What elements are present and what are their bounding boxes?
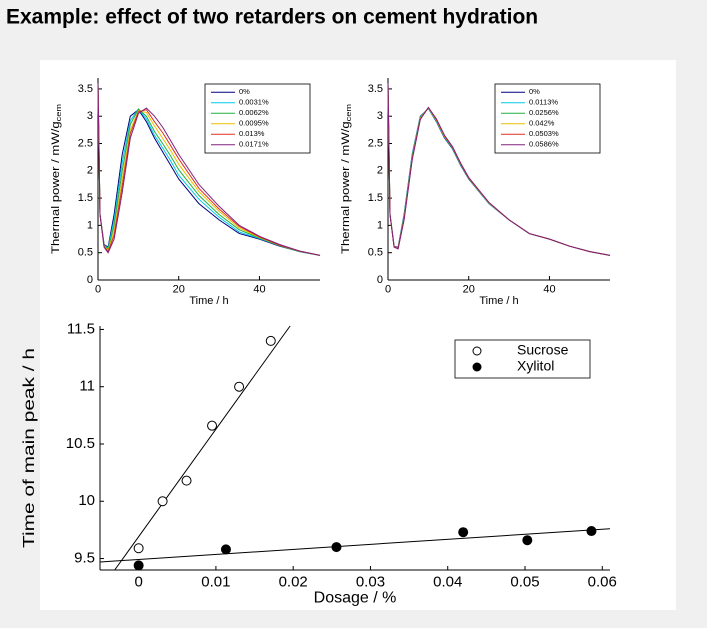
data-point [331,542,342,553]
legend-label: 0.0062% [239,108,269,117]
y-tick-label: 1.5 [368,192,383,204]
data-point [265,335,276,346]
y-tick-label: 3.5 [368,83,383,95]
x-axis-label: Time / h [479,295,518,307]
legend-swatch [472,362,482,372]
x-tick-label: 0.04 [433,574,462,591]
data-point [181,475,192,486]
legend-label: 0.0171% [239,140,269,149]
y-tick-label: 3 [377,110,383,122]
x-tick-label: 0.02 [279,574,308,591]
data-point [133,543,144,554]
legend-label: Xylitol [517,358,554,374]
x-tick-label: 0 [385,283,391,295]
x-tick-label: 40 [253,283,265,295]
y-tick-label: 9.5 [74,550,95,567]
legend-box [494,83,601,154]
data-point [133,560,144,571]
y-tick-label: 3.5 [78,83,93,95]
y-tick-label: 2.5 [368,137,383,149]
y-tick-label: 1 [87,219,93,231]
y-tick-label: 1.5 [78,192,93,204]
x-tick-label: 40 [543,283,555,295]
data-point [220,544,231,555]
x-axis-label: Time / h [189,295,228,307]
y-tick-label: 2 [87,165,93,177]
legend-label: 0.0586% [529,140,559,149]
x-tick-label: 0.01 [201,574,230,591]
y-tick-label: 10.5 [66,435,95,452]
trend-line [99,528,611,563]
y-tick-label: 0.5 [78,247,93,259]
data-point [207,420,218,431]
legend-label: 0.0113% [529,98,558,107]
y-axis-label-main: Thermal power / mW/g [340,121,352,254]
y-axis-label: Thermal power / mW/gcem [50,104,63,254]
legend-label: 0.013% [239,129,265,138]
slide-title: Example: effect of two retarders on ceme… [6,6,538,29]
x-tick-label: 0 [95,283,101,295]
series-line [387,83,611,256]
y-axis-label-main: Time of main peak / h [21,348,38,548]
y-axis-label-main: Thermal power / mW/g [50,121,62,254]
y-tick-label: 10 [78,492,95,509]
series-line [97,83,321,256]
y-axis-label: Time of main peak / h [21,348,38,548]
x-tick-label: 0.06 [588,574,617,591]
legend-label: 0% [239,87,250,96]
legend-swatch [472,346,482,356]
legend-label: 0.0503% [529,129,559,138]
y-tick-label: 0 [87,274,93,286]
y-tick-label: 11.5 [67,320,95,337]
y-axis-label-sub: cem [54,104,63,121]
legend-box [454,339,591,379]
data-point [157,496,168,507]
x-tick-label: 0.03 [356,574,385,591]
legend-label: Sucrose [517,342,569,358]
series-line [97,83,321,256]
data-point [234,381,245,392]
x-tick-label: 20 [173,283,185,295]
legend-label: 0.0095% [239,119,269,128]
data-point [522,535,533,546]
x-tick-label: 0.05 [510,574,539,591]
y-tick-label: 2.5 [78,137,93,149]
x-tick-label: 0 [134,574,142,591]
y-tick-label: 11 [79,378,95,395]
data-point [458,527,469,538]
trend-line [114,325,291,571]
legend-label: 0% [529,87,540,96]
y-tick-label: 3 [87,110,93,122]
y-axis-label: Thermal power / mW/gcem [340,104,353,254]
legend-label: 0.0256% [529,108,559,117]
y-tick-label: 0.5 [368,247,383,259]
legend-label: 0.0031% [239,98,269,107]
series-line [97,83,321,256]
y-tick-label: 1 [377,219,383,231]
legend-box [204,83,311,154]
y-tick-label: 2 [377,165,383,177]
series-line [97,83,321,256]
x-axis-label: Dosage / % [314,590,397,607]
data-point [586,526,597,537]
y-tick-label: 0 [377,274,383,286]
legend-label: 0.042% [529,119,555,128]
y-axis-label-sub: cem [344,104,353,121]
x-tick-label: 20 [463,283,475,295]
